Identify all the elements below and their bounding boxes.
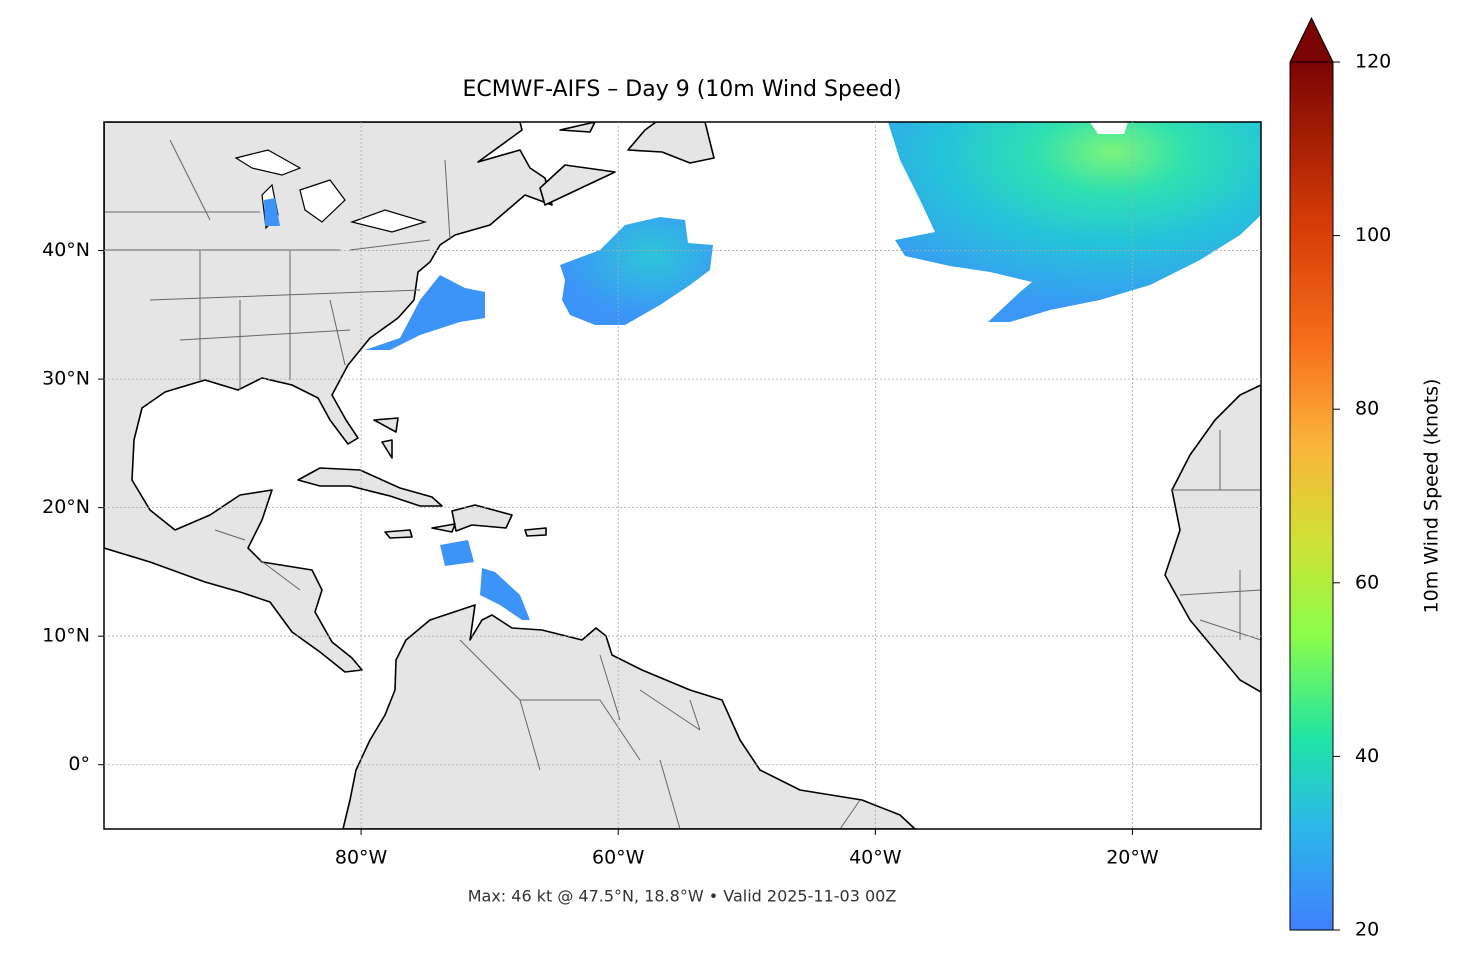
land bbox=[373, 417, 456, 533]
colorbar-tick-label: 100 bbox=[1355, 224, 1391, 246]
colorbar-tick-label: 40 bbox=[1355, 745, 1379, 767]
x-tick-label: 40°W bbox=[849, 847, 902, 869]
y-tick-label: 20°N bbox=[42, 496, 90, 518]
country-border bbox=[1172, 430, 1261, 641]
colorbar-label: 10m Wind Speed (knots) bbox=[1421, 379, 1443, 614]
wind-region bbox=[365, 275, 485, 350]
land bbox=[539, 122, 616, 206]
land bbox=[524, 527, 547, 537]
x-tick-label: 20°W bbox=[1106, 847, 1159, 869]
map-area bbox=[104, 122, 1261, 829]
lake bbox=[349, 209, 428, 233]
land bbox=[627, 122, 715, 164]
x-tick-label: 80°W bbox=[335, 847, 388, 869]
land bbox=[451, 504, 513, 532]
map-frame bbox=[103, 121, 1262, 830]
y-tick-label: 0° bbox=[68, 753, 90, 775]
wind-region bbox=[888, 122, 1261, 322]
land bbox=[384, 529, 413, 539]
land bbox=[104, 122, 553, 673]
colorbar-tick-label: 120 bbox=[1355, 51, 1391, 73]
country-border bbox=[459, 639, 861, 829]
land bbox=[1164, 384, 1261, 693]
footer-note: Max: 46 kt @ 47.5°N, 18.8°W • Valid 2025… bbox=[468, 887, 897, 906]
map-title: ECMWF-AIFS – Day 9 (10m Wind Speed) bbox=[462, 77, 901, 102]
lake bbox=[234, 149, 302, 176]
colorbar-extend bbox=[1289, 16, 1334, 63]
land bbox=[342, 604, 916, 829]
state-border bbox=[104, 139, 451, 591]
land bbox=[297, 467, 443, 507]
colorbar-tick-label: 20 bbox=[1355, 919, 1379, 941]
colorbar-tick-label: 60 bbox=[1355, 571, 1379, 593]
colorbar-tick-label: 80 bbox=[1355, 398, 1379, 420]
wind-region bbox=[560, 217, 713, 325]
y-tick-label: 10°N bbox=[42, 625, 90, 647]
y-tick-label: 30°N bbox=[42, 368, 90, 390]
lake bbox=[299, 179, 346, 223]
x-tick-label: 60°W bbox=[592, 847, 645, 869]
colorbar bbox=[1289, 61, 1334, 931]
y-tick-label: 40°N bbox=[42, 239, 90, 261]
